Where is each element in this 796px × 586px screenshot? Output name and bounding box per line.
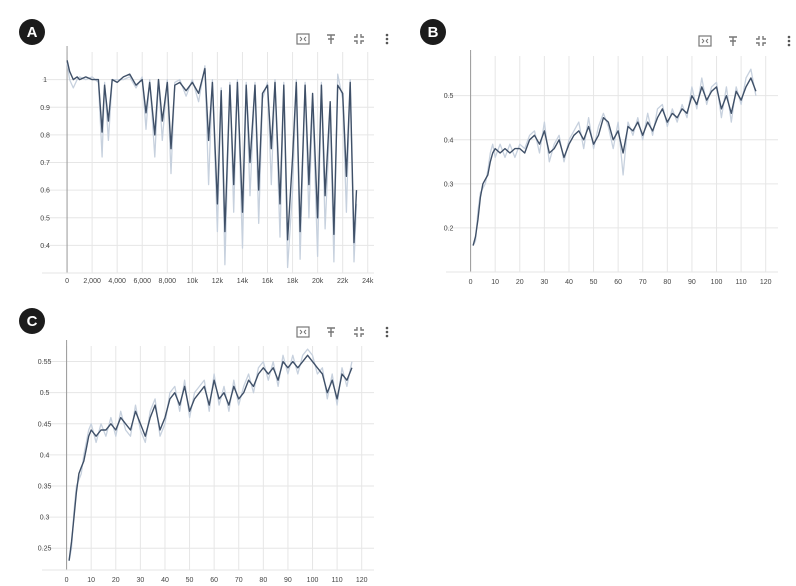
y-tick-label: 0.6	[40, 188, 50, 195]
x-tick-label: 40	[161, 577, 169, 584]
y-tick-label: 0.45	[38, 421, 52, 428]
y-tick-label: 0.5	[444, 93, 454, 100]
pin-icon[interactable]	[726, 35, 740, 47]
y-tick-label: 0.2	[444, 225, 454, 232]
panel-label-b: B	[420, 19, 446, 45]
series-line	[68, 354, 353, 561]
x-tick-label: 6,000	[133, 278, 151, 285]
x-tick-label: 90	[284, 577, 292, 584]
y-tick-label: 0.5	[40, 215, 50, 222]
y-tick-label: 0.35	[38, 484, 52, 491]
x-tick-label: 40	[565, 279, 573, 286]
series-line	[66, 60, 358, 244]
x-tick-label: 4,000	[108, 278, 126, 285]
series-line	[472, 77, 757, 246]
panel-a: A 0 2,000 4,000 6,000 8,000 10k 12k 14k 16k 18k 20…	[0, 0, 390, 300]
x-tick-label: 100	[711, 279, 723, 286]
y-tick-label: 0.8	[40, 132, 50, 139]
y-tick-label: 0.9	[40, 105, 50, 112]
x-tick-label: 0	[469, 279, 473, 286]
y-tick-label: 0.3	[40, 515, 50, 522]
chart-a: 0 2,000 4,000 6,000 8,000 10k 12k 14k 16k 18k 20k 2…	[40, 46, 374, 285]
more-icon[interactable]	[380, 33, 394, 45]
panel-c: C 0 10 20 30 40 50 60 70 80 90 100 110 120 0.25 0.3 0.3…	[0, 300, 396, 586]
expand-icon[interactable]	[296, 33, 310, 45]
toolbar-a	[296, 33, 394, 45]
x-tick-label: 30	[540, 279, 548, 286]
y-tick-label: 0.25	[38, 546, 52, 553]
x-tick-label: 0	[65, 577, 69, 584]
x-tick-label: 12k	[212, 278, 224, 285]
x-tick-label: 50	[186, 577, 194, 584]
x-tick-label: 30	[136, 577, 144, 584]
x-tick-label: 70	[235, 577, 243, 584]
x-tick-label: 50	[590, 279, 598, 286]
x-tick-label: 16k	[262, 278, 274, 285]
x-tick-label: 24k	[362, 278, 374, 285]
toolbar-b	[698, 35, 796, 47]
x-tick-label: 70	[639, 279, 647, 286]
x-tick-label: 10k	[187, 278, 199, 285]
y-tick-label: 1	[43, 77, 47, 84]
more-icon[interactable]	[782, 35, 796, 47]
x-tick-label: 20	[112, 577, 120, 584]
pin-icon[interactable]	[324, 326, 338, 338]
x-tick-label: 10	[491, 279, 499, 286]
x-tick-label: 60	[210, 577, 218, 584]
y-tick-label: 0.3	[444, 181, 454, 188]
x-tick-label: 18k	[287, 278, 299, 285]
panel-label-c: C	[19, 308, 45, 334]
expand-icon[interactable]	[698, 35, 712, 47]
expand-icon[interactable]	[296, 326, 310, 338]
fit-icon[interactable]	[352, 33, 366, 45]
x-tick-label: 2,000	[83, 278, 101, 285]
chart-b: 0 10 20 30 40 50 60 70 80 90 100 110 120 0.2 0.3 0.4 0.5	[444, 50, 778, 286]
y-tick-label: 0.4	[444, 137, 454, 144]
x-tick-label: 100	[307, 577, 319, 584]
x-tick-label: 22k	[337, 278, 349, 285]
x-tick-label: 20	[516, 279, 524, 286]
x-tick-label: 110	[736, 279, 747, 286]
x-tick-label: 20k	[312, 278, 324, 285]
y-tick-label: 0.7	[40, 160, 50, 167]
x-tick-label: 110	[332, 577, 343, 584]
x-tick-label: 8,000	[159, 278, 177, 285]
x-tick-label: 80	[259, 577, 267, 584]
y-tick-label: 0.5	[40, 390, 50, 397]
x-tick-label: 90	[688, 279, 696, 286]
toolbar-c	[296, 326, 394, 338]
x-tick-label: 120	[356, 577, 368, 584]
chart-c: 0 10 20 30 40 50 60 70 80 90 100 110 120 0.25 0.3 0.35 0…	[38, 340, 374, 584]
more-icon[interactable]	[380, 326, 394, 338]
raw-series-line	[68, 348, 353, 561]
panel-label-a: A	[19, 19, 45, 45]
x-tick-label: 14k	[237, 278, 249, 285]
y-tick-label: 0.4	[40, 243, 50, 250]
fit-icon[interactable]	[352, 326, 366, 338]
x-tick-label: 0	[65, 278, 69, 285]
x-tick-label: 10	[87, 577, 95, 584]
fit-icon[interactable]	[754, 35, 768, 47]
panel-b: B 0 10 20 30 40 50 60 70 80 90 100 110 120 0.2 0.3 0.4 0…	[400, 0, 796, 300]
x-tick-label: 60	[614, 279, 622, 286]
y-tick-label: 0.55	[38, 359, 52, 366]
y-tick-label: 0.4	[40, 452, 50, 459]
x-tick-label: 80	[663, 279, 671, 286]
x-tick-label: 120	[760, 279, 772, 286]
pin-icon[interactable]	[324, 33, 338, 45]
